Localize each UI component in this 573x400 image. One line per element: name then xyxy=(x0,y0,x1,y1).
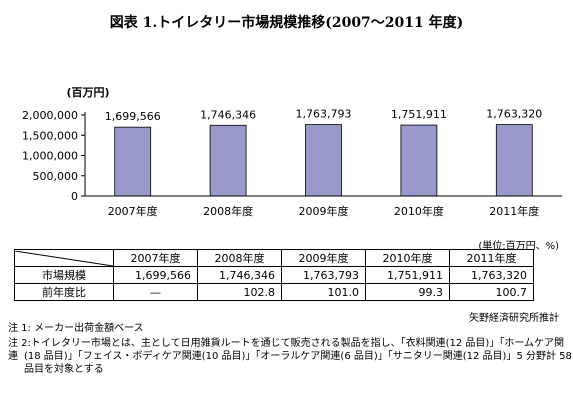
y-tick-label: 1,000,000 xyxy=(22,150,78,163)
table-cell: 1,699,566 xyxy=(113,266,198,284)
note-2-line-3: 品目を対象とする xyxy=(24,364,104,375)
x-tick-label: 2007年度 xyxy=(108,204,158,218)
table-cell: 100.7 xyxy=(449,283,534,301)
bar xyxy=(495,124,533,197)
y-axis-label: (百万円) xyxy=(66,86,109,99)
x-tick-label: 2010年度 xyxy=(394,204,444,218)
table-cell: 1,751,911 xyxy=(365,266,450,284)
table-header: 2011年度 xyxy=(449,249,534,267)
data-label: 1,746,346 xyxy=(200,108,256,121)
table-cell: 1,763,793 xyxy=(281,266,366,284)
diagonal-line xyxy=(15,250,113,266)
table-header: 2009年度 xyxy=(281,249,366,267)
y-tick-label: 0 xyxy=(71,190,78,203)
y-tick-label: 500,000 xyxy=(33,170,79,183)
data-label: 1,751,911 xyxy=(391,108,447,121)
note-1: 注 1: メーカー出荷金額ベース xyxy=(8,323,144,334)
chart-title: 図表 1.トイレタリー市場規模推移(2007～2011 年度) xyxy=(109,15,464,31)
bar xyxy=(114,126,152,197)
data-table: 2007年度 2008年度 2009年度 2010年度 2011年度 市場規模 … xyxy=(14,249,534,301)
bar-chart: (百万円) 0 500,000 1,000,000 1,500,000 2,000,00… xyxy=(22,86,562,218)
table-row: 市場規模 1,699,566 1,746,346 1,763,793 1,751… xyxy=(14,266,534,284)
x-tick-label: 2009年度 xyxy=(299,204,349,218)
data-label: 1,763,793 xyxy=(296,108,352,121)
y-tick-label: 2,000,000 xyxy=(22,109,78,122)
x-tick-label: 2008年度 xyxy=(203,204,253,218)
table-header-row: 2007年度 2008年度 2009年度 2010年度 2011年度 xyxy=(14,249,534,267)
data-label: 1,699,566 xyxy=(105,110,161,123)
note-2-line-2: (18 品目)」「フェイス・ボディケア関連(10 品目)」「オーラルケア関連(6… xyxy=(24,351,572,362)
source-note: 矢野経済研究所推計 xyxy=(469,313,559,324)
y-tick-label: 1,500,000 xyxy=(22,129,78,142)
table-cell: 99.3 xyxy=(365,283,450,301)
note-2: 注 2:トイレタリー市場とは、主として日用雑貨ルートを通じて販売される製品を指し… xyxy=(8,338,565,362)
table-cell: 102.8 xyxy=(197,283,282,301)
data-label: 1,763,320 xyxy=(486,108,542,121)
bar xyxy=(400,124,438,197)
table-cell: — xyxy=(113,283,198,301)
table-header: 2008年度 xyxy=(197,249,282,267)
row-label: 前年度比 xyxy=(14,283,114,301)
table-cell: 1,746,346 xyxy=(197,266,282,284)
bar xyxy=(305,124,342,197)
table-row: 前年度比 — 102.8 101.0 99.3 100.7 xyxy=(14,283,534,301)
table-header: 2007年度 xyxy=(113,249,198,267)
x-tick-label: 2011年度 xyxy=(489,204,539,218)
table-cell: 1,763,320 xyxy=(449,266,534,284)
table-unit: (単位:百万円、%) xyxy=(478,241,559,252)
bar xyxy=(209,124,247,197)
row-label: 市場規模 xyxy=(14,266,114,284)
table-header: 2010年度 xyxy=(365,249,450,267)
table-corner-cell xyxy=(14,249,114,267)
table-cell: 101.0 xyxy=(281,283,366,301)
